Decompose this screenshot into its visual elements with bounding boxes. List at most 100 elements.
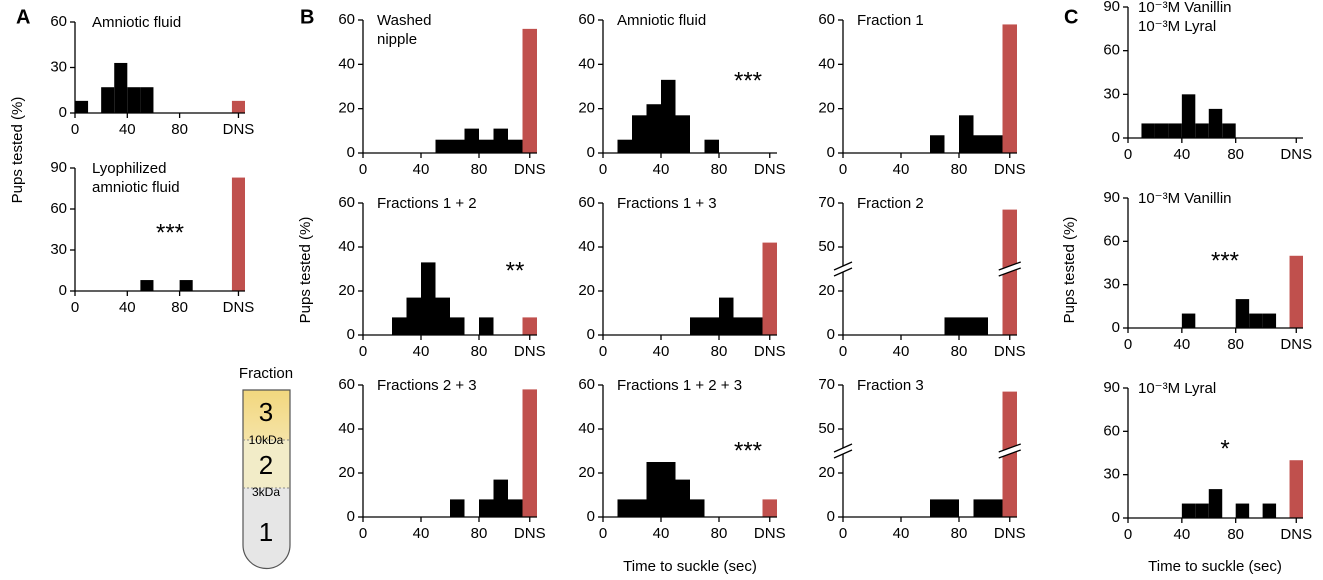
x-tick-label: DNS xyxy=(1280,146,1312,163)
x-tick-label: DNS xyxy=(754,343,786,360)
bar xyxy=(930,135,945,153)
y-tick-label: 90 xyxy=(1103,379,1120,396)
y-tick-label: 30 xyxy=(50,58,67,75)
x-tick-label: DNS xyxy=(1280,336,1312,353)
y-tick-label: 40 xyxy=(818,55,835,72)
dns-bar xyxy=(231,177,245,291)
axis-break xyxy=(998,449,1021,459)
x-tick-label: 40 xyxy=(413,343,430,360)
x-tick-label: DNS xyxy=(994,525,1026,542)
x-tick-label: 40 xyxy=(653,161,670,178)
x-tick-label: 0 xyxy=(599,343,607,360)
y-tick-label: 40 xyxy=(578,238,595,255)
y-axis-label: Pups tested (%) xyxy=(9,97,26,204)
x-tick-label: DNS xyxy=(994,343,1026,360)
x-tick-label: 0 xyxy=(1124,146,1132,163)
bar xyxy=(1249,313,1263,328)
bar xyxy=(1222,123,1236,138)
significance: * xyxy=(1220,435,1229,462)
bar xyxy=(1181,503,1196,518)
y-tick-label: 60 xyxy=(338,376,355,393)
x-tick-label: 80 xyxy=(951,161,968,178)
significance: *** xyxy=(1211,247,1239,274)
y-tick-label: 60 xyxy=(578,376,595,393)
bar xyxy=(101,87,115,113)
axis-break xyxy=(998,443,1021,453)
bar xyxy=(944,317,959,335)
chart-title: 10⁻³M Vanillin xyxy=(1138,190,1232,207)
x-tick-label: 40 xyxy=(119,299,136,316)
dns-bar xyxy=(231,100,245,113)
bar xyxy=(959,317,974,335)
y-tick-label: 0 xyxy=(1112,319,1120,336)
bar xyxy=(140,280,154,291)
y-tick-label: 0 xyxy=(827,508,835,525)
axis-break xyxy=(998,261,1021,271)
axis-break xyxy=(834,262,852,276)
chart-title: Amniotic fluid xyxy=(92,14,182,31)
dns-bar xyxy=(522,389,537,517)
bar xyxy=(930,499,945,517)
x-tick-label: 40 xyxy=(413,161,430,178)
bar xyxy=(435,297,450,335)
bar xyxy=(508,139,523,153)
axis-break xyxy=(998,262,1021,276)
fraction-title: Fraction xyxy=(239,365,293,382)
y-tick-label: 20 xyxy=(818,464,835,481)
panel-label: B xyxy=(300,6,314,28)
bar xyxy=(632,115,647,153)
y-tick-label: 20 xyxy=(338,282,355,299)
x-tick-label: 40 xyxy=(1174,146,1191,163)
x-tick-label: 80 xyxy=(951,525,968,542)
x-tick-label: 80 xyxy=(711,161,728,178)
y-tick-label: 60 xyxy=(1103,422,1120,439)
bar xyxy=(617,499,632,517)
bar xyxy=(127,87,141,113)
bar xyxy=(733,317,748,335)
y-tick-label: 50 xyxy=(818,420,835,437)
dns-bar xyxy=(1002,24,1017,153)
y-axis-label: Pups tested (%) xyxy=(1061,217,1078,324)
bar xyxy=(1195,123,1209,138)
y-tick-label: 30 xyxy=(1103,276,1120,293)
y-tick-label: 0 xyxy=(347,508,355,525)
x-tick-label: DNS xyxy=(514,161,546,178)
bar xyxy=(406,297,421,335)
x-tick-label: 40 xyxy=(893,525,910,542)
chart-title: 10⁻³M Vanillin 10⁻³M Lyral xyxy=(1138,0,1232,35)
chart-title: Fractions 1 + 2 + 3 xyxy=(617,377,743,394)
significance: ** xyxy=(506,257,525,284)
bar xyxy=(1235,299,1250,328)
y-tick-label: 0 xyxy=(827,326,835,343)
bar xyxy=(435,139,450,153)
dns-bar xyxy=(522,317,537,335)
bar xyxy=(1262,503,1277,518)
bar xyxy=(421,262,436,335)
y-tick-label: 90 xyxy=(50,159,67,176)
x-tick-label: 80 xyxy=(1227,336,1244,353)
bar xyxy=(646,104,661,153)
x-tick-label: 40 xyxy=(119,121,136,138)
chart-title: Fraction 3 xyxy=(857,377,924,394)
y-tick-label: 30 xyxy=(50,241,67,258)
x-tick-label: 80 xyxy=(171,121,188,138)
x-axis-label: Time to suckle (sec) xyxy=(1148,558,1282,575)
y-tick-label: 0 xyxy=(347,326,355,343)
bar xyxy=(1262,313,1277,328)
panel-label: C xyxy=(1064,6,1078,28)
chart-title: Lyophilized amniotic fluid xyxy=(92,160,180,196)
y-tick-label: 60 xyxy=(1103,232,1120,249)
dns-bar xyxy=(762,242,777,335)
bar xyxy=(392,317,407,335)
cutoff-label: 10kDa xyxy=(249,433,284,447)
chart-title: 10⁻³M Lyral xyxy=(1138,380,1217,397)
bar xyxy=(450,499,465,517)
y-tick-label: 40 xyxy=(578,55,595,72)
chart-title: Amniotic fluid xyxy=(617,12,707,29)
fraction-label: 3 xyxy=(259,397,273,427)
bar xyxy=(675,479,690,517)
bar xyxy=(1181,94,1196,138)
chart-title: Fraction 1 xyxy=(857,12,924,29)
y-tick-label: 60 xyxy=(818,11,835,28)
